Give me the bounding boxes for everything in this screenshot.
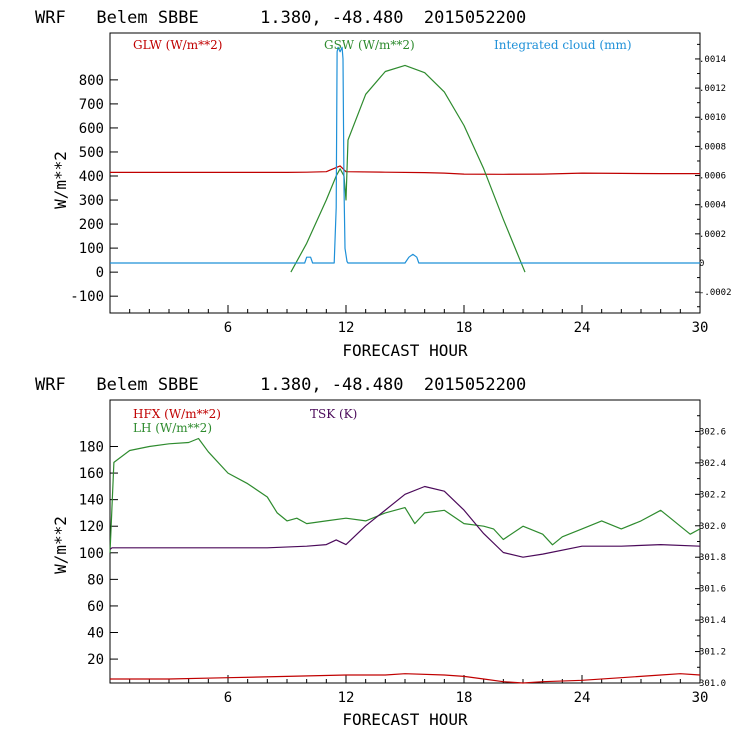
top-x-axis-label: FORECAST HOUR xyxy=(342,341,468,360)
top-y2-tick-label: .0008 xyxy=(699,142,726,152)
bottom-chart-series xyxy=(109,437,701,684)
bottom-chart-title: WRF Belem SBBE 1.380, -48.480 2015052200 xyxy=(35,375,526,395)
bottom-y-tick-label: 120 xyxy=(79,519,104,535)
bottom-y-tick-label: 180 xyxy=(79,440,104,456)
bottom-y-tick-label: 160 xyxy=(79,466,104,482)
top-series-glw-line xyxy=(110,165,700,175)
top-y-tick-label: 400 xyxy=(79,169,104,185)
bottom-chart-ticks: 6 12 18 24 30 20 40 60 80 100 120 140 160 180 301.0 301… xyxy=(79,415,726,706)
top-x-tick-label: 18 xyxy=(456,320,473,336)
top-y-tick-label: 200 xyxy=(79,217,104,233)
bottom-x-tick-label: 24 xyxy=(574,690,591,706)
bottom-y2-tick-label: 302.6 xyxy=(699,427,726,437)
bottom-y2-tick-label: 301.2 xyxy=(699,648,726,658)
bottom-y2-tick-label: 301.8 xyxy=(699,553,726,563)
top-series-gsw-line xyxy=(290,64,526,273)
top-chart: WRF Belem SBBE 1.380, -48.480 2015052200… xyxy=(35,8,732,360)
top-x-tick-label: 30 xyxy=(692,320,709,336)
bottom-y2-tick-label: 301.6 xyxy=(699,585,726,595)
bottom-y2-tick-label: 301.0 xyxy=(699,679,726,689)
top-y2-tick-label: .0006 xyxy=(699,172,726,182)
top-y-axis-label: W/m**2 xyxy=(51,151,70,209)
bottom-chart: WRF Belem SBBE 1.380, -48.480 2015052200… xyxy=(35,375,726,729)
top-y-tick-label: 700 xyxy=(79,97,104,113)
bottom-y-tick-label: 100 xyxy=(79,546,104,562)
top-y2-tick-label: .0004 xyxy=(699,201,726,211)
top-y2-tick-label: .0014 xyxy=(699,55,726,65)
bottom-series-lh-line xyxy=(109,437,701,553)
top-y-tick-label: 0 xyxy=(96,265,104,281)
bottom-x-tick-label: 18 xyxy=(456,690,473,706)
top-y2-tick-label: .0012 xyxy=(699,84,726,94)
bottom-y-tick-label: 20 xyxy=(87,652,104,668)
bottom-y-tick-label: 40 xyxy=(87,626,104,642)
top-y-tick-label: 500 xyxy=(79,145,104,161)
bottom-series-tsk-line xyxy=(109,485,701,558)
top-y2-tick-label: .0010 xyxy=(699,113,726,123)
top-y-tick-label: 600 xyxy=(79,121,104,137)
top-y-tick-label: 100 xyxy=(79,241,104,257)
top-y-tick-label: -100 xyxy=(70,289,104,305)
bottom-y-tick-label: 60 xyxy=(87,599,104,615)
bottom-y2-tick-label: 302.4 xyxy=(699,459,726,469)
bottom-y2-tick-label: 302.0 xyxy=(699,522,726,532)
bottom-x-axis-label: FORECAST HOUR xyxy=(342,710,468,729)
bottom-chart-frame xyxy=(109,399,701,684)
bottom-y2-tick-label: 302.2 xyxy=(699,490,726,500)
top-y2-tick-label: .0002 xyxy=(699,230,726,240)
bottom-y-tick-label: 80 xyxy=(87,572,104,588)
top-x-tick-label: 12 xyxy=(338,320,355,336)
bottom-series-hfx-line xyxy=(110,673,701,684)
legend-hfx: HFX (W/m**2) xyxy=(133,407,221,421)
bottom-x-tick-label: 30 xyxy=(692,690,709,706)
bottom-x-tick-label: 12 xyxy=(338,690,355,706)
top-y2-tick-label: -.0002 xyxy=(699,288,732,298)
top-x-tick-label: 6 xyxy=(224,320,232,336)
top-chart-series xyxy=(110,46,700,273)
bottom-x-tick-label: 6 xyxy=(224,690,232,706)
bottom-y-tick-label: 140 xyxy=(79,493,104,509)
top-y-tick-label: 300 xyxy=(79,193,104,209)
legend-lh: LH (W/m**2) xyxy=(133,421,212,435)
bottom-y2-tick-label: 301.4 xyxy=(699,616,726,626)
legend-integrated-cloud: Integrated cloud (mm) xyxy=(494,38,632,52)
legend-glw: GLW (W/m**2) xyxy=(133,38,222,52)
legend-tsk: TSK (K) xyxy=(310,407,357,421)
legend-gsw: GSW (W/m**2) xyxy=(324,38,415,52)
top-y-tick-label: 800 xyxy=(79,73,104,89)
bottom-y-axis-label: W/m**2 xyxy=(51,516,70,574)
top-chart-ticks: 6 12 18 24 30 -100 0 100 200 300 400 500 600 700 800 -.… xyxy=(70,43,732,336)
top-chart-title: WRF Belem SBBE 1.380, -48.480 2015052200 xyxy=(35,8,526,28)
top-x-tick-label: 24 xyxy=(574,320,591,336)
top-y2-tick-label: 0 xyxy=(699,259,704,269)
top-series-integrated-line xyxy=(110,46,700,264)
